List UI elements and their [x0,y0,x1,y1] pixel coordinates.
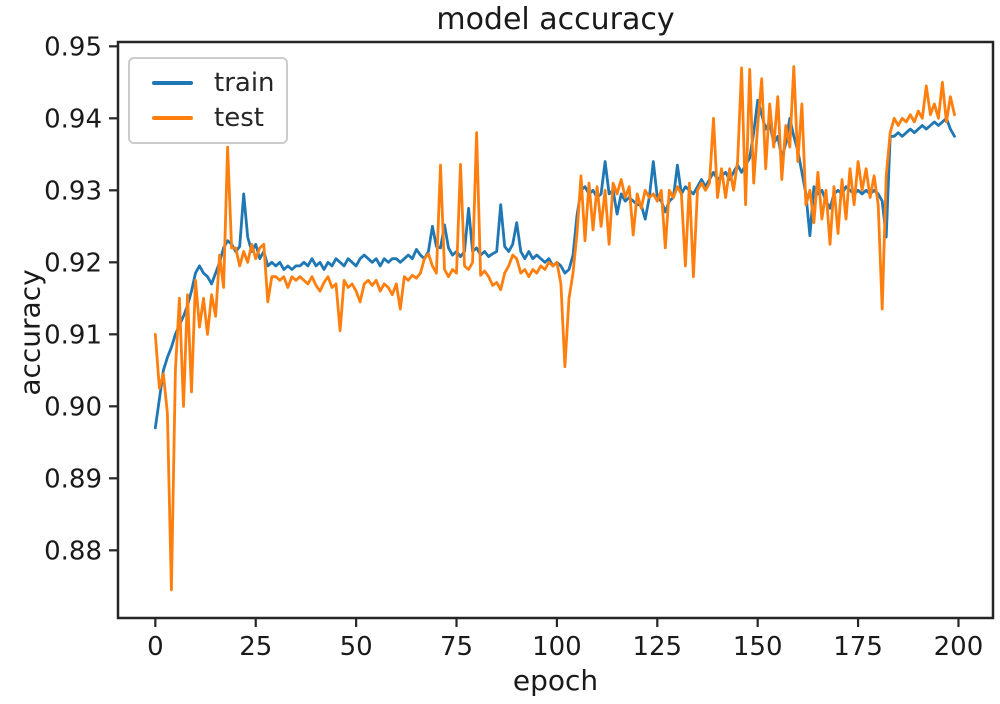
svg-text:25: 25 [239,632,272,662]
legend-item-test: test [130,105,286,131]
svg-text:0.94: 0.94 [44,104,102,134]
svg-text:175: 175 [833,632,883,662]
svg-text:50: 50 [340,632,373,662]
chart-title: model accuracy [436,2,675,37]
svg-text:0.91: 0.91 [44,320,102,350]
legend-item-train: train [130,70,286,96]
svg-text:150: 150 [733,632,783,662]
legend: train test [128,57,288,144]
svg-text:0.95: 0.95 [44,32,102,62]
train-line-swatch [152,81,193,85]
x-axis-label: epoch [512,664,599,697]
test-line-swatch [152,116,193,120]
svg-text:0.89: 0.89 [44,464,102,494]
svg-text:75: 75 [440,632,473,662]
svg-text:200: 200 [934,632,984,662]
svg-text:125: 125 [632,632,682,662]
svg-text:100: 100 [532,632,582,662]
legend-label-train: train [214,68,275,98]
svg-text:0: 0 [147,632,164,662]
svg-text:0.88: 0.88 [44,536,102,566]
svg-text:0.93: 0.93 [44,176,102,206]
legend-label-test: test [214,103,264,133]
svg-text:0.92: 0.92 [44,248,102,278]
svg-text:0.90: 0.90 [44,392,102,422]
